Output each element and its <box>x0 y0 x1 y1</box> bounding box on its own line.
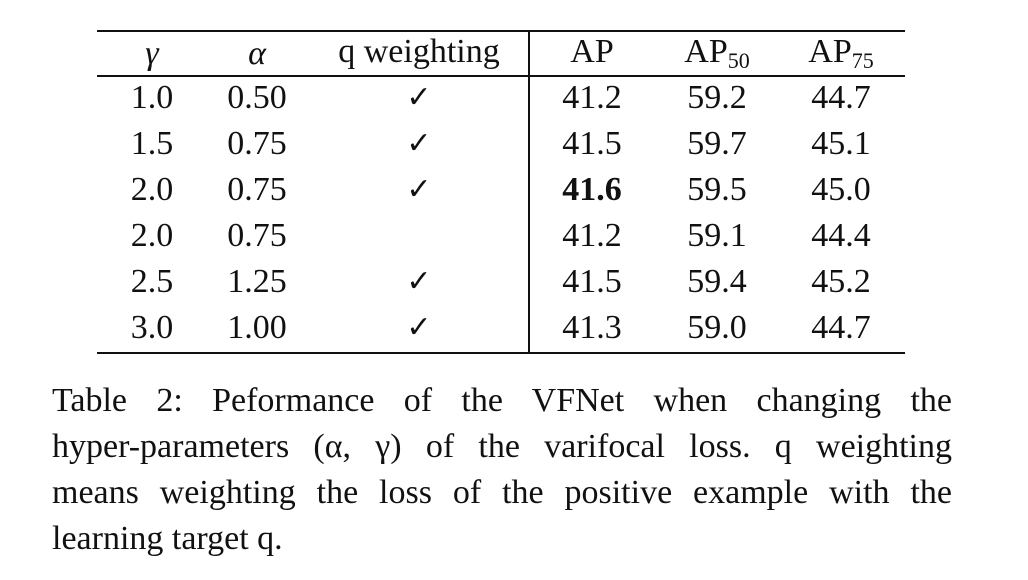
table-cell-ap50: 59.4 <box>687 263 747 300</box>
table-cell-gamma: 2.0 <box>130 171 174 208</box>
table-top-rule <box>97 30 905 32</box>
header-ap75: AP75 <box>791 32 891 72</box>
checkmark-icon: ✓ <box>406 172 432 207</box>
table-cell-ap: 41.5 <box>562 125 622 162</box>
table-cell-alpha: 1.25 <box>227 263 287 300</box>
table-cell-ap: 41.5 <box>562 263 622 300</box>
table-cell-ap75: 44.7 <box>811 79 871 116</box>
table-header-rule <box>97 75 905 77</box>
results-table: γ α q weighting AP AP50 AP75 1.0 0.50 ✓ … <box>97 30 905 354</box>
table-cell-ap50: 59.5 <box>687 171 747 208</box>
header-ap: AP <box>570 33 614 70</box>
header-ap50-subscript: 50 <box>727 48 750 73</box>
table-cell-ap50: 59.1 <box>687 217 747 254</box>
table-cell-ap50: 59.7 <box>687 125 747 162</box>
table-cell-alpha: 0.50 <box>227 79 287 116</box>
caption-line: Table 2: Peformance of the VFNet when ch… <box>52 382 952 419</box>
table-bottom-rule <box>97 352 905 354</box>
checkmark-icon: ✓ <box>406 126 432 161</box>
table-cell-alpha: 0.75 <box>227 171 287 208</box>
table-cell-ap75: 44.7 <box>811 309 871 346</box>
table-cell-ap-best: 41.6 <box>562 171 622 208</box>
table-cell-ap: 41.3 <box>562 309 622 346</box>
table-cell-ap75: 45.1 <box>811 125 871 162</box>
table-cell-gamma: 3.0 <box>130 309 174 346</box>
header-ap75-base: AP <box>808 33 852 70</box>
table-cell-alpha: 0.75 <box>227 125 287 162</box>
header-ap50-base: AP <box>684 33 728 70</box>
table-cell-ap75: 45.2 <box>811 263 871 300</box>
table-cell-ap50: 59.2 <box>687 79 747 116</box>
header-gamma: γ <box>145 35 159 72</box>
checkmark-icon: ✓ <box>406 80 432 115</box>
checkmark-icon: ✓ <box>406 264 432 299</box>
header-q-weighting: q weighting <box>338 33 500 70</box>
header-alpha: α <box>248 35 266 72</box>
caption-line: hyper-parameters (α, γ) of the varifocal… <box>52 428 952 465</box>
caption-line: learning target q. <box>52 520 283 557</box>
table-column-divider <box>528 30 530 354</box>
table-cell-ap75: 45.0 <box>811 171 871 208</box>
table-cell-alpha: 0.75 <box>227 217 287 254</box>
table-cell-check-empty <box>319 216 519 256</box>
checkmark-icon: ✓ <box>406 310 432 345</box>
table-cell-gamma: 2.0 <box>130 217 174 254</box>
table-cell-ap: 41.2 <box>562 217 622 254</box>
table-cell-ap75: 44.4 <box>811 217 871 254</box>
table-caption: Table 2: Peformance of the VFNet when ch… <box>52 378 952 562</box>
header-ap75-subscript: 75 <box>851 48 874 73</box>
table-cell-ap50: 59.0 <box>687 309 747 346</box>
caption-line: means weighting the loss of the positive… <box>52 474 952 511</box>
table-cell-ap: 41.2 <box>562 79 622 116</box>
table-cell-gamma: 1.5 <box>130 125 174 162</box>
header-ap50: AP50 <box>667 32 767 72</box>
table-cell-gamma: 2.5 <box>130 263 174 300</box>
table-cell-gamma: 1.0 <box>130 79 174 116</box>
table-cell-alpha: 1.00 <box>227 309 287 346</box>
